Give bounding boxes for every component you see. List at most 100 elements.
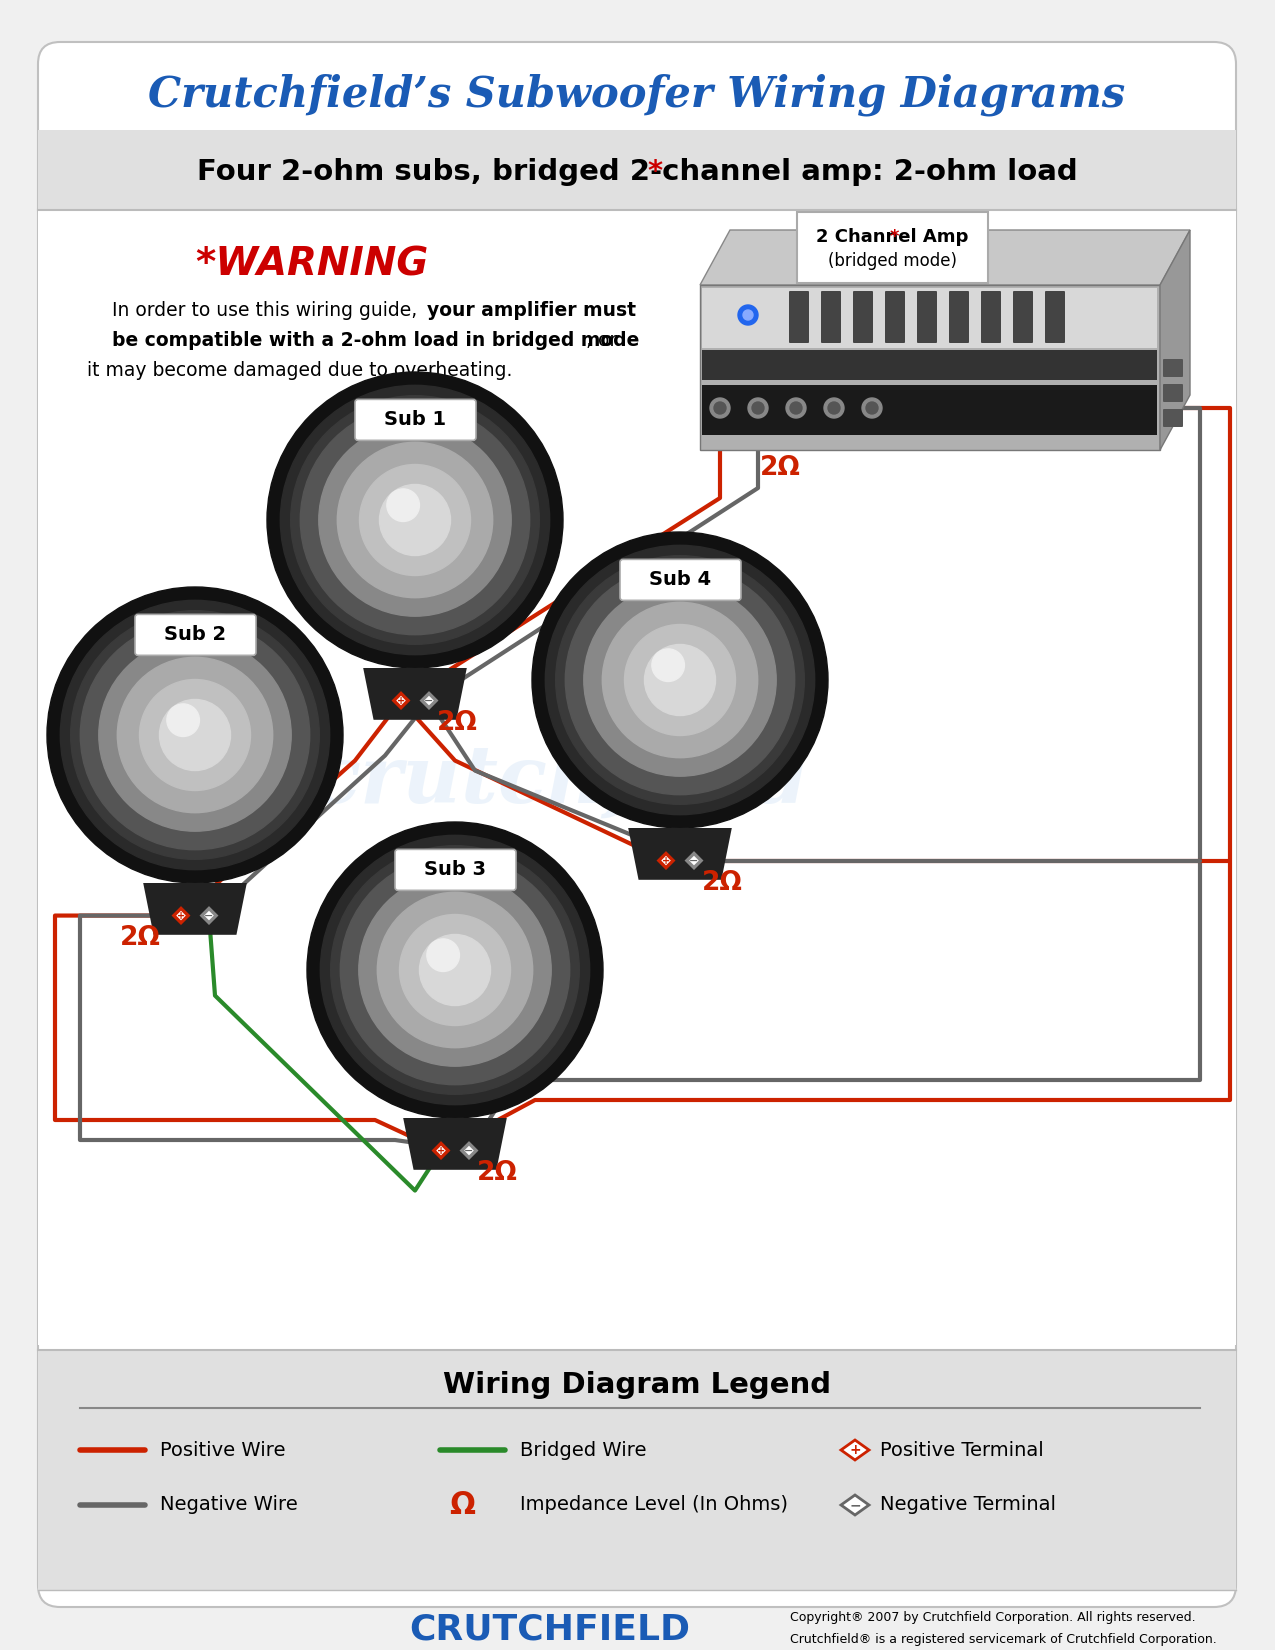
Circle shape (790, 403, 802, 414)
Polygon shape (173, 908, 189, 924)
FancyBboxPatch shape (1014, 290, 1033, 343)
Ellipse shape (652, 648, 685, 681)
Ellipse shape (167, 705, 199, 736)
Text: Positive Terminal: Positive Terminal (880, 1440, 1044, 1460)
Text: 2Ω: 2Ω (703, 870, 743, 896)
Ellipse shape (565, 566, 794, 795)
Circle shape (866, 403, 878, 414)
Text: Copyright® 2007 by Crutchfield Corporation. All rights reserved.: Copyright® 2007 by Crutchfield Corporati… (790, 1612, 1196, 1625)
Ellipse shape (70, 610, 319, 860)
Text: −: − (464, 1145, 474, 1155)
Polygon shape (201, 908, 217, 924)
Text: +: + (177, 911, 185, 921)
Polygon shape (403, 1119, 506, 1170)
Circle shape (824, 398, 844, 417)
FancyBboxPatch shape (703, 289, 1156, 348)
Circle shape (738, 305, 759, 325)
Polygon shape (464, 1145, 474, 1155)
Circle shape (752, 403, 764, 414)
Polygon shape (143, 883, 247, 936)
FancyBboxPatch shape (1163, 384, 1183, 403)
FancyBboxPatch shape (980, 290, 1001, 343)
Text: Sub 2: Sub 2 (164, 625, 226, 644)
FancyBboxPatch shape (885, 290, 905, 343)
Text: CRUTCHFIELD: CRUTCHFIELD (409, 1614, 691, 1647)
FancyBboxPatch shape (1046, 290, 1065, 343)
Ellipse shape (320, 835, 589, 1106)
Text: it may become damaged due to overheating.: it may become damaged due to overheating… (87, 360, 513, 380)
Text: +: + (437, 1145, 445, 1155)
FancyBboxPatch shape (949, 290, 969, 343)
Polygon shape (690, 856, 699, 865)
Text: Negative Wire: Negative Wire (159, 1495, 298, 1515)
Text: *: * (646, 158, 662, 186)
Text: 2Ω: 2Ω (437, 710, 478, 736)
Text: Negative Terminal: Negative Terminal (880, 1495, 1056, 1515)
FancyBboxPatch shape (1163, 409, 1183, 427)
Polygon shape (700, 229, 1190, 285)
Text: Wiring Diagram Legend: Wiring Diagram Legend (442, 1371, 831, 1399)
Text: Crutchfield® is a registered servicemark of Crutchfield Corporation.: Crutchfield® is a registered servicemark… (790, 1634, 1216, 1647)
Text: be compatible with a 2-ohm load in bridged mode: be compatible with a 2-ohm load in bridg… (112, 330, 639, 350)
Ellipse shape (340, 855, 570, 1084)
Polygon shape (1160, 229, 1190, 450)
Circle shape (714, 403, 725, 414)
Text: +: + (849, 1444, 861, 1457)
Ellipse shape (399, 914, 510, 1026)
Ellipse shape (556, 556, 805, 804)
Polygon shape (434, 1142, 449, 1158)
FancyBboxPatch shape (395, 850, 516, 891)
Text: Positive Wire: Positive Wire (159, 1440, 286, 1460)
Text: 2 Channel Amp: 2 Channel Amp (816, 228, 968, 246)
Polygon shape (436, 1145, 446, 1155)
Text: *: * (890, 228, 899, 246)
Text: +: + (397, 696, 405, 706)
Text: Ω: Ω (449, 1490, 476, 1520)
Polygon shape (363, 668, 467, 719)
Polygon shape (662, 856, 671, 865)
Text: Sub 3: Sub 3 (425, 860, 486, 879)
Polygon shape (397, 696, 405, 705)
Circle shape (785, 398, 806, 417)
Text: 2Ω: 2Ω (760, 455, 801, 482)
Polygon shape (421, 693, 437, 708)
Ellipse shape (584, 584, 776, 776)
FancyBboxPatch shape (38, 210, 1235, 1345)
FancyBboxPatch shape (38, 1350, 1235, 1591)
Ellipse shape (319, 424, 511, 615)
FancyBboxPatch shape (703, 350, 1156, 380)
Circle shape (748, 398, 768, 417)
Text: 2Ω: 2Ω (120, 924, 161, 950)
Ellipse shape (625, 624, 736, 736)
Ellipse shape (358, 874, 551, 1066)
Text: (bridged mode): (bridged mode) (827, 252, 956, 271)
Ellipse shape (139, 680, 250, 790)
Text: Sub 1: Sub 1 (384, 409, 446, 429)
Text: Sub 4: Sub 4 (649, 569, 711, 589)
FancyBboxPatch shape (853, 290, 873, 343)
FancyBboxPatch shape (703, 384, 1156, 436)
Polygon shape (462, 1142, 477, 1158)
Polygon shape (393, 693, 409, 708)
Text: Crutchfield’s Subwoofer Wiring Diagrams: Crutchfield’s Subwoofer Wiring Diagrams (148, 74, 1126, 116)
Polygon shape (686, 853, 703, 868)
Text: Impedance Level (In Ohms): Impedance Level (In Ohms) (520, 1495, 788, 1515)
Ellipse shape (330, 846, 579, 1094)
Ellipse shape (301, 406, 529, 635)
FancyBboxPatch shape (917, 290, 937, 343)
FancyBboxPatch shape (789, 290, 810, 343)
Ellipse shape (98, 639, 291, 832)
FancyBboxPatch shape (135, 614, 256, 655)
Polygon shape (204, 911, 214, 921)
Ellipse shape (360, 465, 470, 576)
Polygon shape (842, 1440, 870, 1460)
Ellipse shape (386, 488, 419, 521)
Ellipse shape (546, 544, 815, 815)
FancyBboxPatch shape (1163, 360, 1183, 376)
Polygon shape (842, 1495, 870, 1515)
Ellipse shape (291, 396, 539, 644)
Ellipse shape (532, 531, 827, 828)
Ellipse shape (427, 939, 459, 972)
Ellipse shape (266, 371, 564, 668)
Text: your amplifier must: your amplifier must (427, 300, 636, 320)
